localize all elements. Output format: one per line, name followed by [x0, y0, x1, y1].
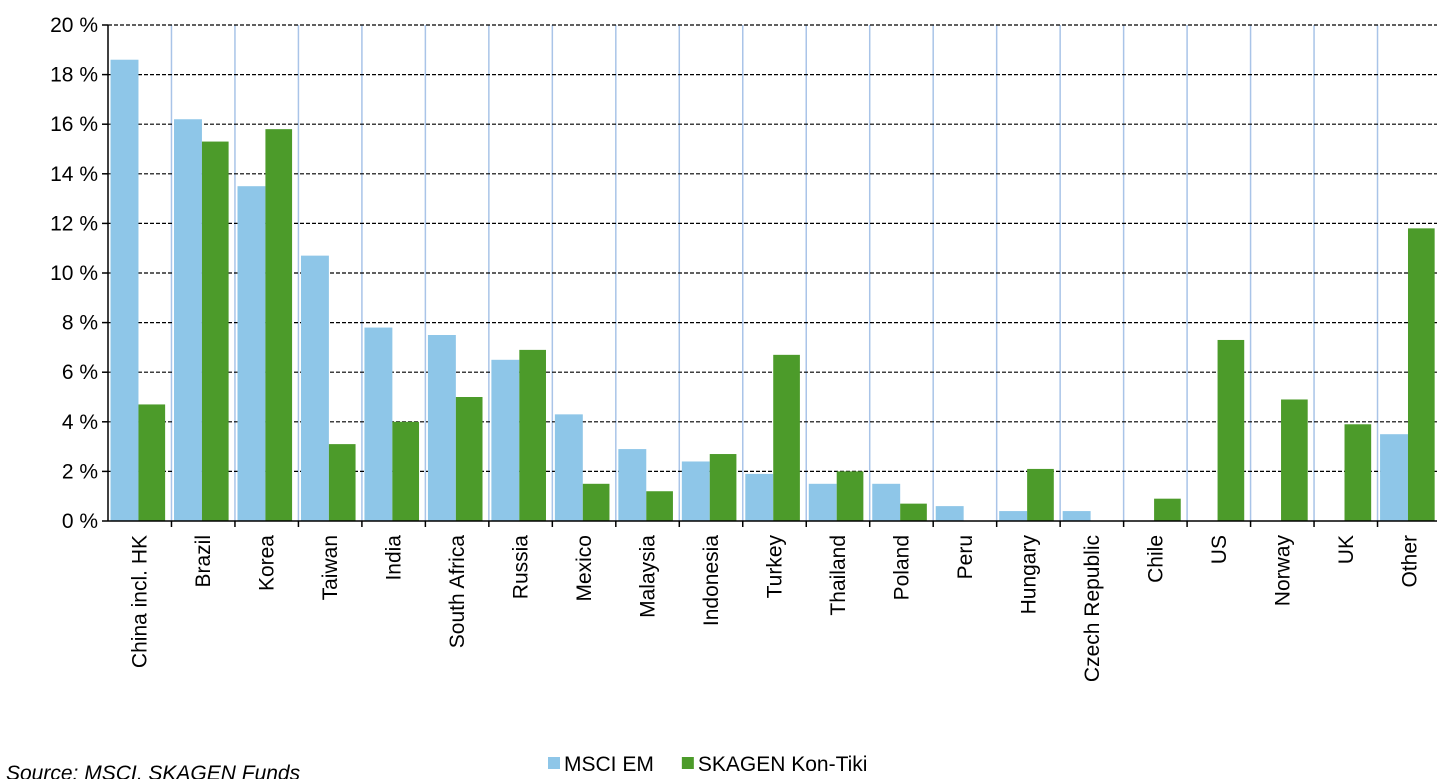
x-tick-label: China incl. HK: [129, 535, 152, 668]
legend-label: SKAGEN Kon-Tiki: [698, 753, 868, 776]
bar: [709, 454, 737, 521]
bar: [1154, 498, 1181, 521]
bar: [1380, 434, 1408, 521]
x-tick-label: Czech Republic: [1081, 535, 1104, 682]
y-tick-label: 14 %: [50, 163, 98, 186]
x-tick-label: Hungary: [1017, 535, 1040, 615]
y-tick-label: 16 %: [50, 113, 98, 136]
x-tick-label: Russia: [510, 535, 533, 600]
y-tick-label: 0 %: [62, 510, 98, 533]
bar: [1217, 339, 1245, 521]
y-tick-label: 8 %: [62, 312, 98, 335]
bar: [582, 483, 610, 521]
y-tick-label: 10 %: [50, 262, 98, 285]
bar: [646, 491, 673, 521]
bar: [745, 473, 774, 521]
x-tick-label: Norway: [1271, 535, 1294, 607]
x-tick-label: Poland: [890, 535, 913, 600]
bar: [364, 327, 393, 521]
x-tick-label: South Africa: [446, 535, 469, 649]
bar: [455, 397, 483, 521]
x-tick-label: UK: [1335, 535, 1358, 564]
bar: [519, 349, 546, 521]
bar: [773, 354, 800, 521]
bar: [1344, 424, 1372, 521]
y-tick-label: 12 %: [50, 212, 98, 235]
legend-label: MSCI EM: [564, 753, 654, 776]
legend-swatch: [681, 757, 694, 769]
bar: [138, 404, 166, 521]
bar: [174, 119, 202, 522]
bar: [237, 186, 266, 521]
x-tick-label: Other: [1398, 535, 1421, 588]
x-tick-label: Peru: [954, 535, 977, 579]
x-tick-label: India: [383, 535, 406, 581]
bar: [491, 359, 520, 521]
bar: [110, 59, 139, 521]
bar: [872, 483, 901, 521]
bar: [392, 421, 420, 521]
x-tick-label: Taiwan: [319, 535, 342, 600]
bar: [265, 129, 293, 521]
bar: [618, 449, 647, 521]
bar: [427, 335, 456, 521]
y-tick-label: 2 %: [62, 460, 98, 483]
y-tick-label: 4 %: [62, 411, 98, 434]
x-tick-label: US: [1208, 535, 1231, 564]
bar: [900, 503, 927, 521]
x-tick-label: Turkey: [764, 535, 787, 599]
x-tick-label: Korea: [256, 535, 279, 591]
bar: [554, 414, 583, 521]
bar: [836, 471, 864, 521]
legend-swatch: [548, 757, 560, 769]
bar: [328, 444, 356, 521]
bar: [681, 461, 710, 521]
bar: [201, 141, 229, 521]
bar: [1281, 399, 1308, 521]
source-note: Source: MSCI, SKAGEN Funds: [6, 762, 301, 779]
bar: [1027, 468, 1054, 521]
y-tick-label: 20 %: [50, 14, 98, 37]
y-tick-label: 6 %: [62, 361, 98, 384]
x-tick-label: Indonesia: [700, 535, 723, 626]
y-tick-label: 18 %: [50, 64, 98, 87]
x-tick-label: Thailand: [827, 535, 850, 616]
x-tick-label: Malaysia: [637, 535, 660, 618]
x-tick-label: Chile: [1144, 535, 1167, 583]
bar: [300, 255, 329, 521]
x-tick-label: Brazil: [192, 535, 215, 588]
x-tick-label: Mexico: [573, 535, 596, 602]
bar: [1407, 228, 1435, 522]
bar: [935, 506, 964, 521]
bar: [999, 511, 1028, 521]
bar: [1062, 511, 1091, 521]
bar: [808, 483, 837, 521]
